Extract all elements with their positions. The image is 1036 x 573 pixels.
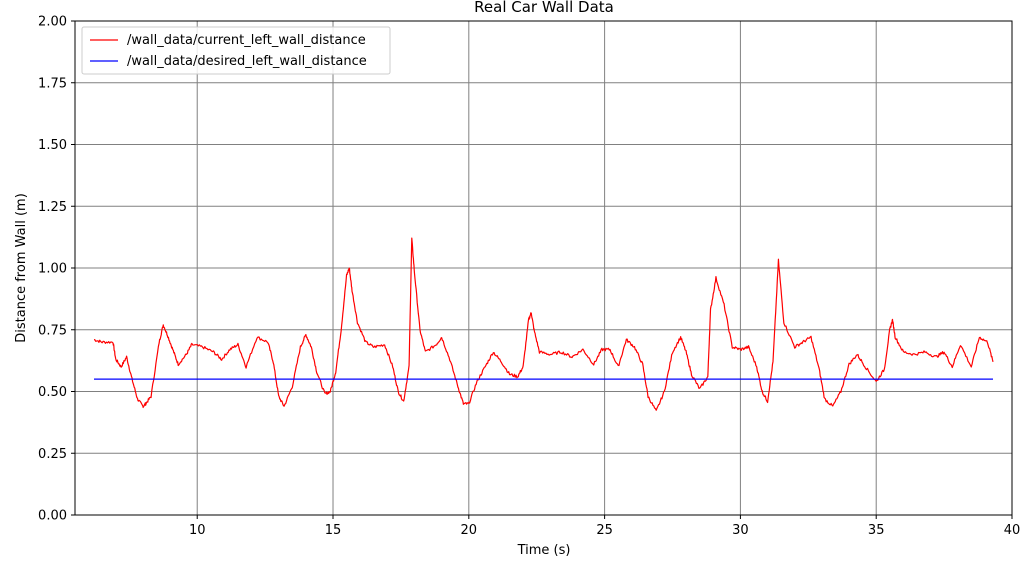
chart-title: Real Car Wall Data [474, 0, 614, 16]
x-tick-label: 15 [325, 523, 342, 538]
grid [75, 20, 1013, 516]
y-tick-label: 0.00 [38, 509, 67, 524]
x-tick-label: 10 [189, 523, 206, 538]
y-axis-label: Distance from Wall (m) [14, 193, 29, 343]
legend-box [81, 26, 391, 75]
y-tick-label: 0.50 [38, 385, 67, 400]
y-tick-label: 1.75 [38, 76, 67, 91]
y-tick-label: 0.25 [38, 447, 67, 462]
x-tick-label: 35 [868, 523, 885, 538]
y-tick-label: 1.00 [38, 262, 67, 277]
series-layer [93, 237, 994, 411]
x-tick-label: 30 [732, 523, 749, 538]
ticks: 10 15 20 25 30 35 40 0.00 0.25 0.50 0.75 1.00 1.25 1.… [38, 15, 1020, 539]
x-tick-label: 25 [596, 523, 613, 538]
y-tick-label: 1.25 [38, 200, 67, 215]
legend: /wall_data/current_left_wall_distance /w… [81, 26, 391, 75]
legend-label-current: /wall_data/current_left_wall_distance [127, 33, 366, 48]
x-tick-label: 40 [1004, 523, 1021, 538]
x-axis-label: Time (s) [517, 543, 571, 558]
y-tick-label: 2.00 [38, 15, 67, 30]
legend-label-desired: /wall_data/desired_left_wall_distance [127, 54, 367, 69]
y-tick-label: 1.50 [38, 138, 67, 153]
series-line-0 [93, 237, 994, 411]
y-tick-label: 0.75 [38, 323, 67, 338]
x-tick-label: 20 [461, 523, 478, 538]
